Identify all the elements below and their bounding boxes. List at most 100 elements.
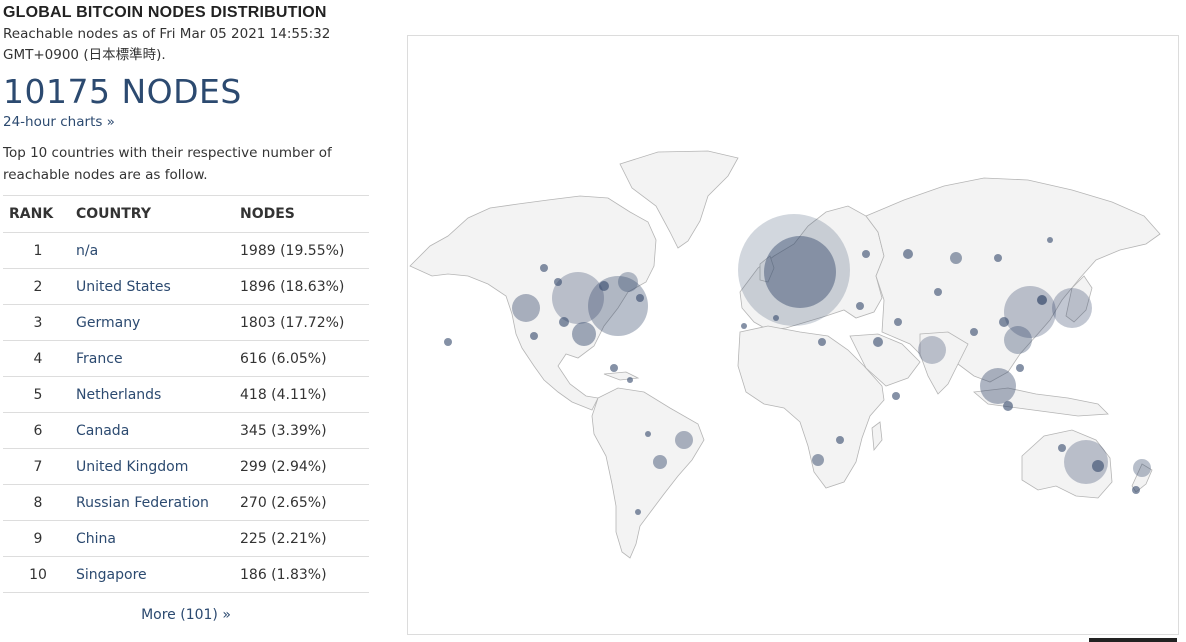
node-dot: [444, 338, 452, 346]
node-dot: [934, 288, 942, 296]
node-dot: [818, 338, 826, 346]
table-row: 2 United States 1896 (18.63%): [3, 268, 369, 305]
nodes-cell: 1896 (18.63%): [239, 268, 369, 305]
caribbean-shape: [603, 371, 640, 381]
country-link[interactable]: Singapore: [76, 566, 147, 583]
node-dot: [1132, 486, 1140, 494]
table-row: 3 Germany 1803 (17.72%): [3, 304, 369, 341]
rank-cell: 3: [3, 304, 75, 341]
node-dot: [1092, 460, 1104, 472]
country-link[interactable]: United States: [76, 278, 171, 295]
south-america-south-marker: [653, 455, 667, 469]
node-dot: [610, 364, 618, 372]
country-link[interactable]: France: [76, 350, 123, 367]
node-dot: [994, 254, 1002, 262]
node-dot: [1047, 237, 1053, 243]
madagascar-shape: [871, 421, 883, 452]
rank-cell: 7: [3, 448, 75, 485]
node-dot: [862, 250, 870, 258]
country-link[interactable]: China: [76, 530, 116, 547]
node-dot: [812, 454, 824, 466]
rank-cell: 1: [3, 232, 75, 269]
rank-cell: 2: [3, 268, 75, 305]
new-zealand-shape: [1131, 463, 1153, 493]
node-dot: [836, 436, 844, 444]
table-row: 4 France 616 (6.05%): [3, 340, 369, 377]
node-dot: [1058, 444, 1066, 452]
uk-shape: [759, 255, 775, 283]
node-count: 10175 NODES: [3, 72, 242, 111]
us-southeast-marker: [572, 322, 596, 346]
node-dot: [1037, 295, 1047, 305]
arabia-shape: [849, 333, 921, 387]
nodes-cell: 270 (2.65%): [239, 484, 369, 521]
node-dot: [540, 264, 548, 272]
land-layer: [409, 150, 1161, 559]
bottom-scroll-indicator: [1089, 638, 1177, 642]
world-map[interactable]: [407, 35, 1179, 635]
description-text: Top 10 countries with their respective n…: [3, 145, 332, 183]
north-america-shape: [409, 195, 657, 411]
nodes-cell: 1803 (17.72%): [239, 304, 369, 341]
node-dot: [894, 318, 902, 326]
europe-cluster-marker: [738, 214, 850, 326]
australia-east-marker: [1064, 440, 1108, 484]
world-map-svg: [409, 150, 1161, 559]
us-central-marker: [552, 272, 604, 324]
countries-table: RANK COUNTRY NODES 1 n/a 1989 (19.55%) 2…: [3, 195, 369, 593]
rank-cell: 4: [3, 340, 75, 377]
node-dot: [903, 249, 913, 259]
node-dot: [950, 252, 962, 264]
table-row: 7 United Kingdom 299 (2.94%): [3, 448, 369, 485]
node-dot: [530, 332, 538, 340]
country-link[interactable]: Russian Federation: [76, 494, 209, 511]
node-dot: [554, 278, 562, 286]
rank-cell: 10: [3, 556, 75, 593]
node-markers: [444, 214, 1151, 515]
country-link[interactable]: United Kingdom: [76, 458, 189, 475]
nodes-cell: 186 (1.83%): [239, 556, 369, 593]
node-dot: [645, 431, 651, 437]
node-dot: [892, 392, 900, 400]
table-row: 8 Russian Federation 270 (2.65%): [3, 484, 369, 521]
country-link[interactable]: n/a: [76, 242, 99, 259]
rank-cell: 6: [3, 412, 75, 449]
charts-link[interactable]: 24-hour charts »: [3, 114, 115, 130]
table-header-row: RANK COUNTRY NODES: [3, 195, 369, 233]
australia-shape: [1021, 429, 1113, 499]
country-link[interactable]: Canada: [76, 422, 130, 439]
nodes-cell: 1989 (19.55%): [239, 232, 369, 269]
country-link[interactable]: Germany: [76, 314, 141, 331]
nodes-cell: 299 (2.94%): [239, 448, 369, 485]
node-dot: [636, 294, 644, 302]
page-title: GLOBAL BITCOIN NODES DISTRIBUTION: [3, 4, 327, 21]
greenland-shape: [619, 150, 739, 249]
node-dot: [970, 328, 978, 336]
node-dot: [627, 377, 633, 383]
table-row: 5 Netherlands 418 (4.11%): [3, 376, 369, 413]
new-zealand-marker: [1133, 459, 1151, 477]
more-countries-link[interactable]: More (101) »: [141, 607, 231, 623]
country-link[interactable]: Netherlands: [76, 386, 162, 403]
europe-core-marker: [764, 236, 836, 308]
nodes-cell: 225 (2.21%): [239, 520, 369, 557]
singapore-marker: [980, 368, 1016, 404]
africa-shape: [737, 325, 885, 489]
brazil-marker: [675, 431, 693, 449]
nodes-cell: 616 (6.05%): [239, 340, 369, 377]
node-dot: [999, 317, 1009, 327]
us-east-cluster-marker: [588, 276, 648, 336]
table-row: 9 China 225 (2.21%): [3, 520, 369, 557]
japan-marker: [1052, 288, 1092, 328]
asia-shape: [865, 177, 1161, 383]
node-dot: [741, 323, 747, 329]
us-west-marker: [512, 294, 540, 322]
nodes-cell: 345 (3.39%): [239, 412, 369, 449]
rank-cell: 8: [3, 484, 75, 521]
japan-shape: [1065, 275, 1093, 323]
nodes-header: NODES: [239, 195, 369, 233]
node-dot: [1003, 401, 1013, 411]
india-marker: [918, 336, 946, 364]
summary-panel: GLOBAL BITCOIN NODES DISTRIBUTION Reacha…: [3, 4, 371, 623]
rank-header: RANK: [3, 195, 75, 233]
